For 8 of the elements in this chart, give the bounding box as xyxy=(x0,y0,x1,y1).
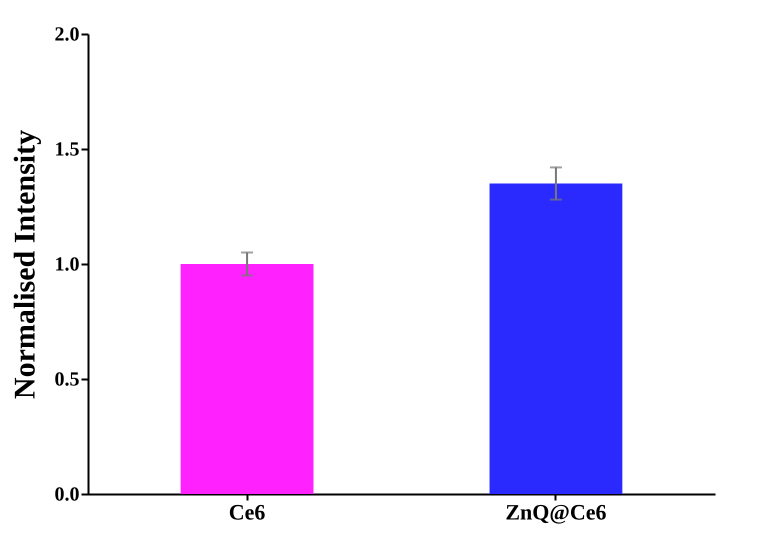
y-tick-label: 1.0 xyxy=(54,254,80,276)
y-tick-label: 1.5 xyxy=(54,138,80,160)
x-tick-label: Ce6 xyxy=(228,500,266,524)
y-axis-title: Normalised Intensity xyxy=(8,130,42,400)
y-tick-label: 2.0 xyxy=(54,24,80,46)
y-tick-label: 0.5 xyxy=(54,368,80,390)
x-tick-label: ZnQ@Ce6 xyxy=(505,500,607,524)
y-tick-label: 0.0 xyxy=(54,484,80,506)
